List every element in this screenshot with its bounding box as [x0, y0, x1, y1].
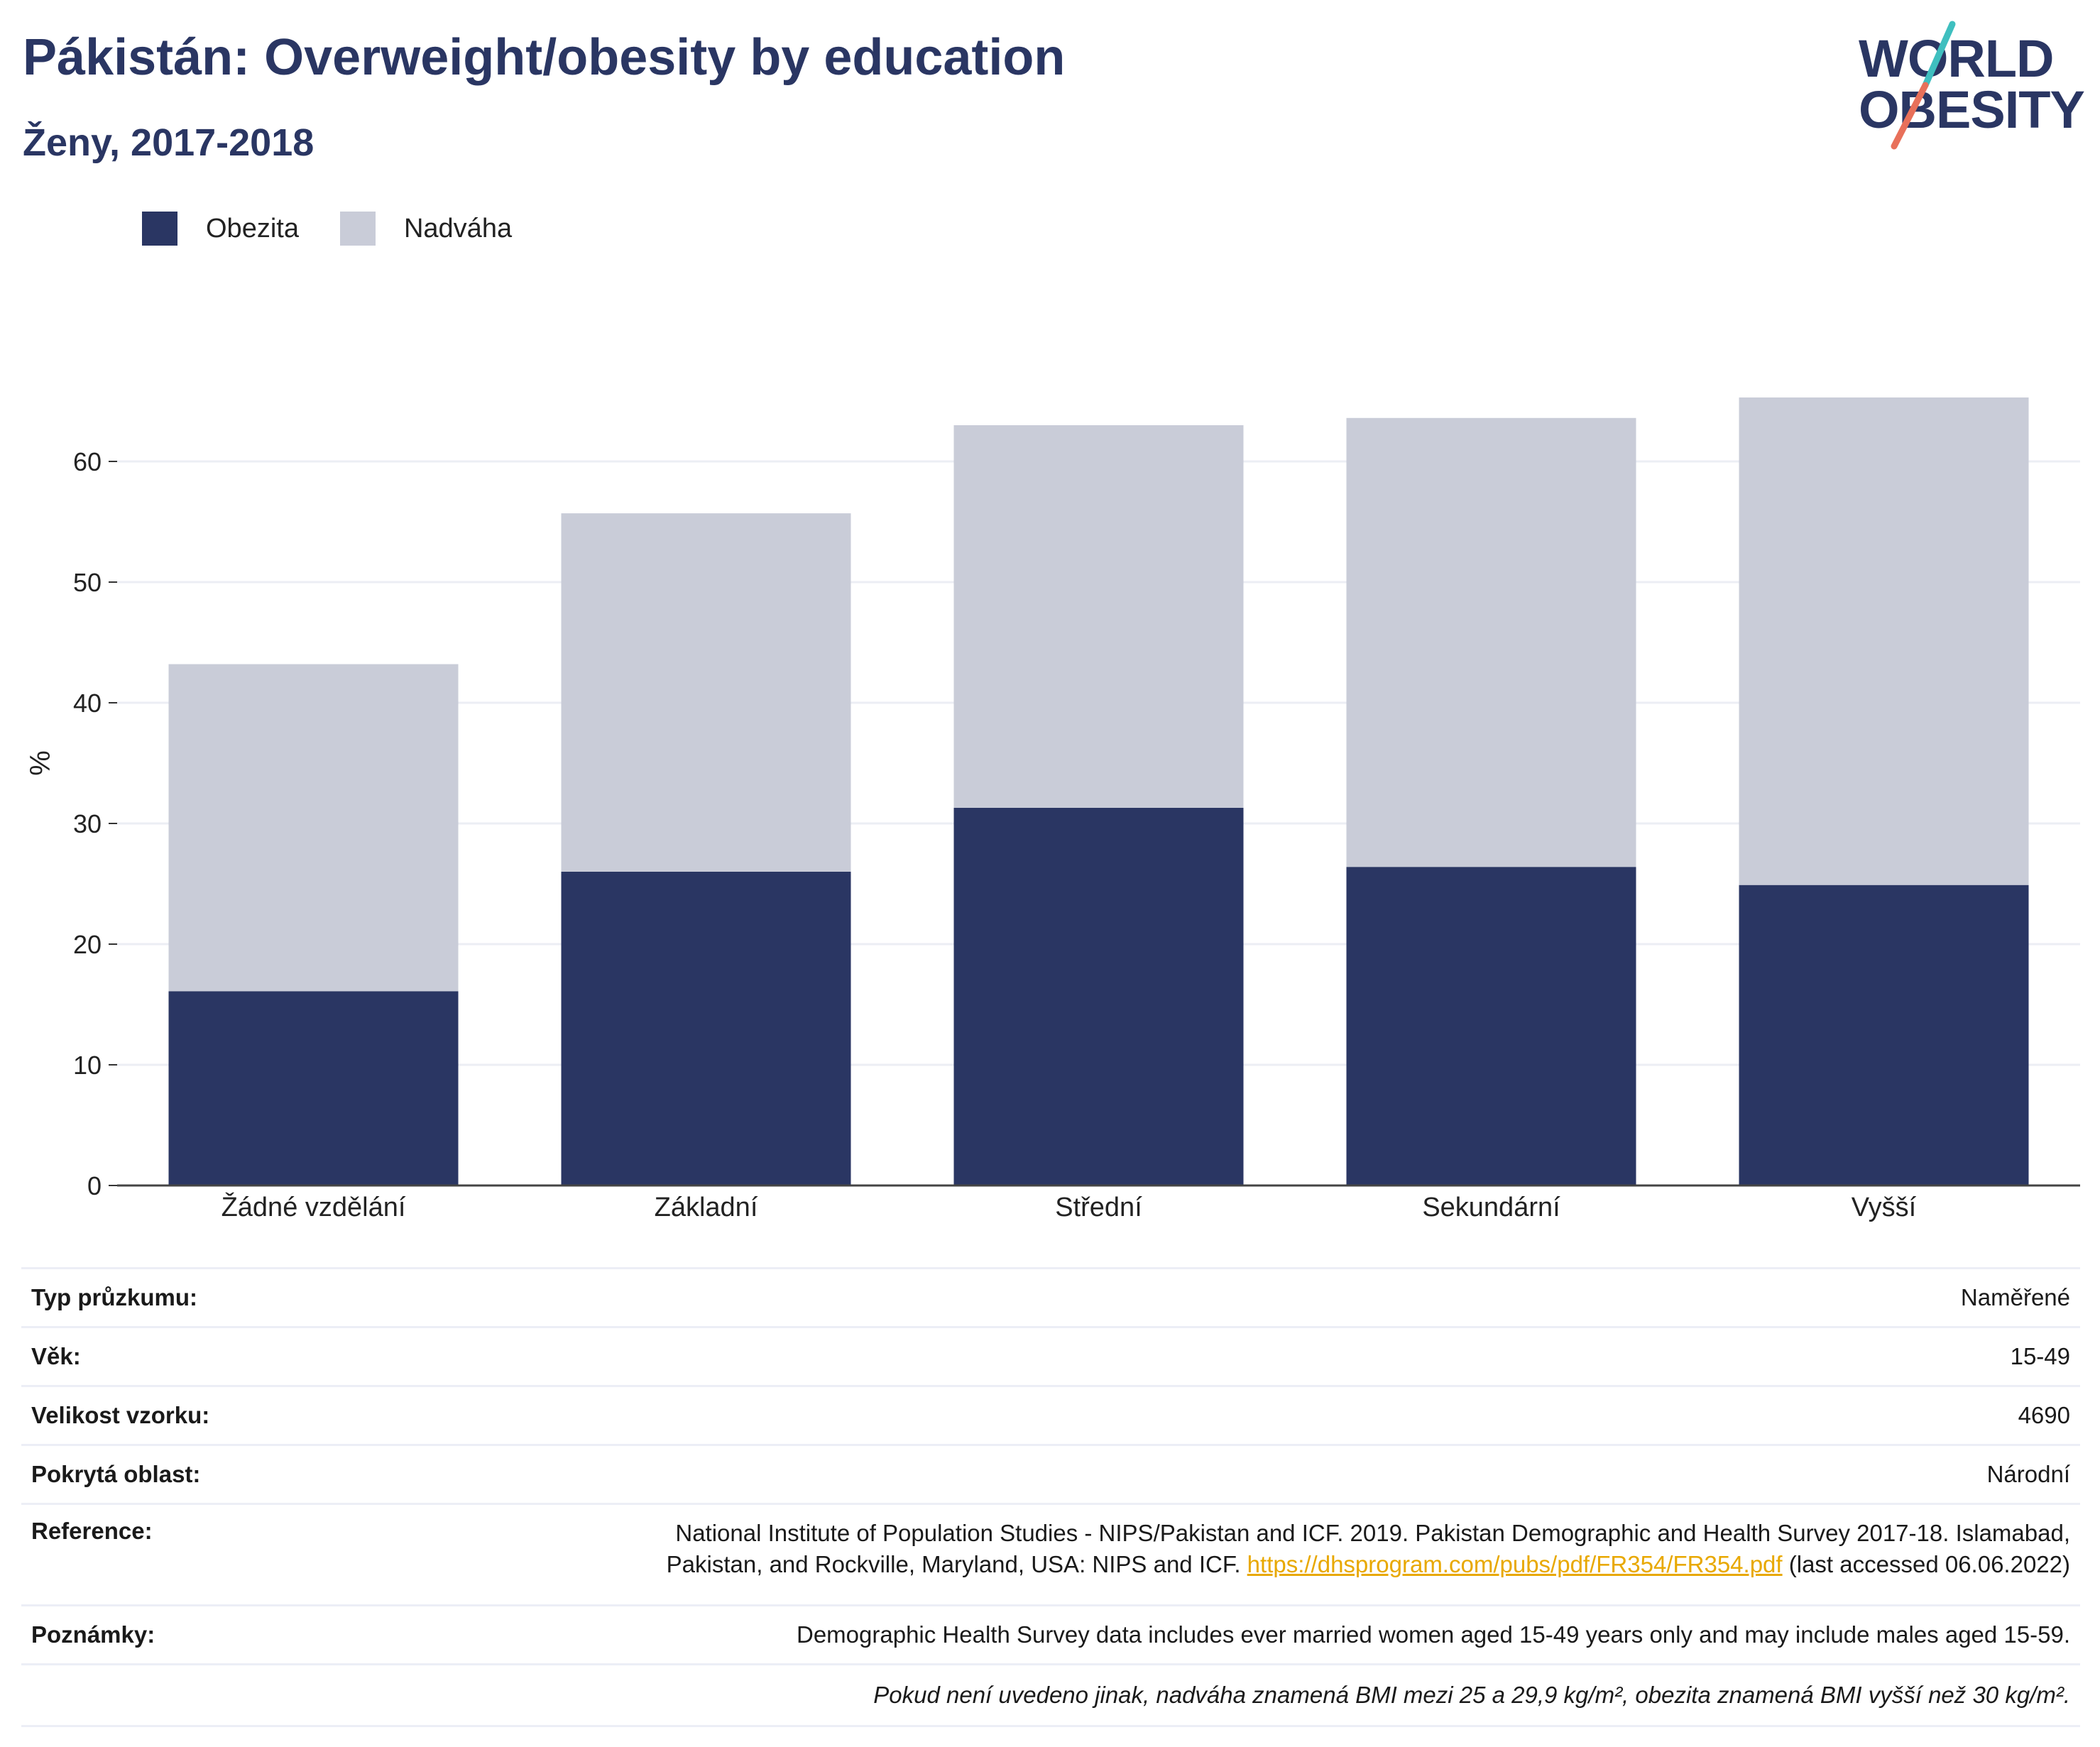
axes: 0 10 20 30 40 50 60 Žádné vzdělání Základní Střed… [25, 447, 2080, 1222]
logo-text-obesity: OBESITY [1859, 80, 2084, 139]
info-label-notes: Poznámky: [21, 1604, 325, 1665]
info-value-sample-size: 4690 [325, 1385, 2080, 1445]
y-tick-label: 30 [73, 809, 102, 838]
bar-overweight[interactable] [953, 425, 1244, 808]
bars [168, 397, 2029, 1185]
reference-text-line2: Pakistan, and Rockville, Maryland, USA: … [666, 1551, 1241, 1577]
bar-overweight[interactable] [1346, 417, 1636, 867]
legend-item-overweight[interactable]: Nadváha [339, 212, 513, 246]
y-tick-label: 10 [73, 1051, 102, 1080]
reference-accessed: (last accessed 06.06.2022) [1788, 1551, 2070, 1577]
info-value-age: 15-49 [325, 1326, 2080, 1386]
y-tick-label: 20 [73, 930, 102, 959]
bar-obesity[interactable] [561, 872, 851, 1185]
reference-link[interactable]: https://dhsprogram.com/pubs/pdf/FR354/FR… [1247, 1551, 1783, 1577]
logo-slash-coral [1891, 82, 1929, 150]
legend-item-obesity[interactable]: Obezita [142, 212, 299, 246]
info-label-age: Věk: [21, 1326, 325, 1386]
y-axis-label: % [25, 750, 56, 776]
info-value-reference: National Institute of Population Studies… [325, 1503, 2080, 1606]
x-tick-label: Sekundární [1422, 1193, 1560, 1222]
world-obesity-logo: WORLD OBESITY [1859, 21, 2085, 150]
info-label-reference: Reference: [21, 1503, 325, 1606]
y-tick-label: 40 [73, 689, 102, 718]
legend-swatch-overweight [339, 212, 376, 246]
info-row-notes: Poznámky: Demographic Health Survey data… [21, 1604, 2080, 1665]
y-tick-label: 60 [73, 447, 102, 476]
x-tick-label: Střední [1055, 1193, 1142, 1222]
info-row-reference: Reference: National Institute of Populat… [21, 1503, 2080, 1606]
y-tick-label: 50 [73, 568, 102, 597]
info-value-survey-type: Naměřené [325, 1267, 2080, 1327]
chart-legend: Obezita Nadváha [142, 212, 553, 246]
chart-subtitle: Ženy, 2017-2018 [23, 121, 315, 164]
legend-label-obesity: Obezita [206, 213, 299, 243]
x-tick-label: Základní [655, 1193, 758, 1222]
bar-obesity[interactable] [953, 807, 1244, 1185]
survey-info-table: Typ průzkumu: Naměřené Věk: 15-49 Veliko… [21, 1267, 2080, 1727]
logo-slash-teal [1922, 21, 1956, 89]
info-row-survey-type: Typ průzkumu: Naměřené [21, 1267, 2080, 1327]
y-tick-label: 0 [87, 1171, 102, 1200]
bar-overweight[interactable] [168, 664, 459, 992]
info-label-survey-type: Typ průzkumu: [21, 1267, 325, 1327]
info-row-area: Pokrytá oblast: Národní [21, 1444, 2080, 1504]
bar-obesity[interactable] [1739, 885, 2029, 1185]
x-tick-label: Žádné vzdělání [222, 1192, 406, 1222]
legend-swatch-obesity [142, 212, 177, 246]
bar-overweight[interactable] [1739, 397, 2029, 885]
bmi-footnote: Pokud není uvedeno jinak, nadváha znamen… [325, 1663, 2080, 1727]
info-label-sample-size: Velikost vzorku: [21, 1385, 325, 1445]
stacked-bar-chart: 0 10 20 30 40 50 60 Žádné vzdělání Základní Střed… [25, 397, 2080, 1222]
x-tick-label: Vyšší [1852, 1193, 1917, 1222]
bar-overweight[interactable] [561, 513, 851, 872]
legend-label-overweight: Nadváha [403, 213, 513, 243]
info-value-notes: Demographic Health Survey data includes … [325, 1604, 2080, 1665]
info-label-area: Pokrytá oblast: [21, 1444, 325, 1504]
bar-obesity[interactable] [1346, 867, 1636, 1185]
info-row-age: Věk: 15-49 [21, 1326, 2080, 1386]
bar-obesity[interactable] [168, 991, 459, 1185]
info-value-area: Národní [325, 1444, 2080, 1504]
reference-text-line1: National Institute of Population Studies… [675, 1520, 2070, 1546]
info-row-sample-size: Velikost vzorku: 4690 [21, 1385, 2080, 1445]
chart-title: Pákistán: Overweight/obesity by educatio… [23, 29, 1066, 86]
logo-text-world: WORLD [1859, 29, 2054, 88]
info-row-footnote: Pokud není uvedeno jinak, nadváha znamen… [21, 1663, 2080, 1727]
